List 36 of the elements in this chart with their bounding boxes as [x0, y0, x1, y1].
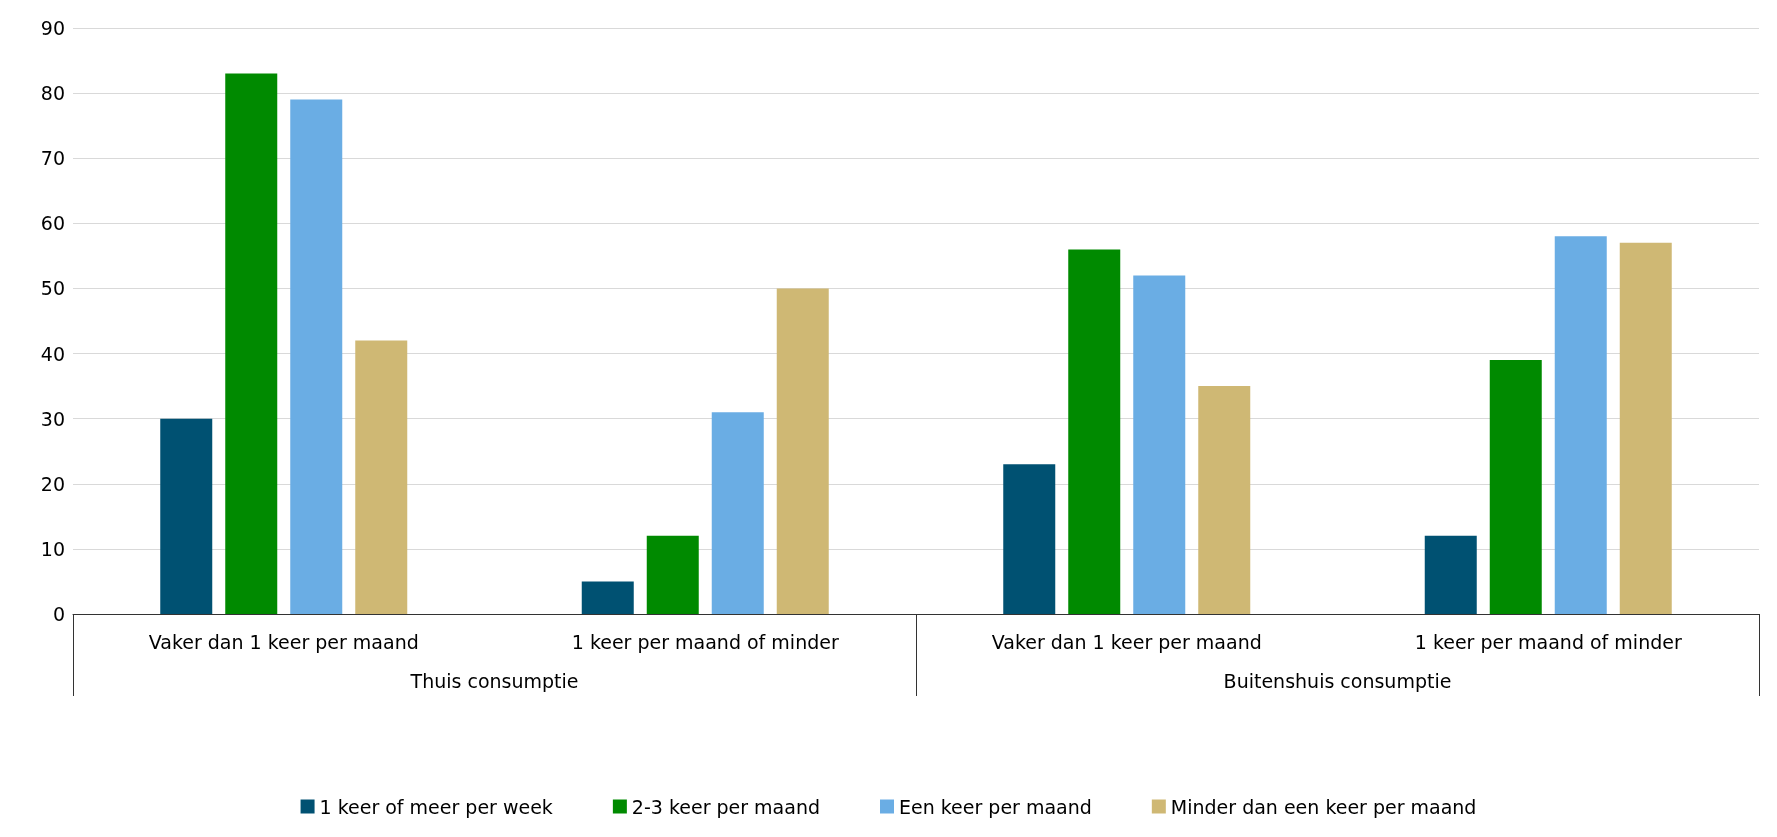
legend-label: Minder dan een keer per maand — [1170, 795, 1477, 818]
bar — [1133, 275, 1186, 614]
bar — [1198, 386, 1251, 614]
bar — [1554, 236, 1607, 614]
bar — [355, 340, 408, 614]
text: Buitenshuis consumptie — [1223, 669, 1452, 692]
y-tick-label: 0 — [52, 603, 65, 625]
y-tick-label: 10 — [40, 537, 65, 560]
bar — [290, 99, 343, 614]
y-tick-label: 40 — [40, 342, 65, 365]
bar — [1489, 360, 1542, 614]
bar — [646, 535, 699, 614]
y-tick-label: 30 — [40, 407, 65, 430]
x-tick-label: 1 keer per maand of minder — [1414, 630, 1682, 653]
y-tick-label: 20 — [40, 472, 65, 495]
x-tick-label: Vaker dan 1 keer per maand — [148, 630, 419, 653]
x-tick-label: 1 keer per maand of minder — [571, 630, 839, 653]
bar — [1619, 242, 1672, 614]
y-tick-label: 70 — [40, 147, 65, 170]
bar — [776, 288, 829, 614]
bar — [1424, 535, 1477, 614]
legend-label: Een keer per maand — [898, 795, 1092, 818]
bar — [160, 418, 213, 614]
x-tick-label: Vaker dan 1 keer per maand — [991, 630, 1262, 653]
bar — [1003, 464, 1056, 614]
text: Thuis consumptie — [409, 669, 579, 692]
y-tick-label: 50 — [40, 277, 65, 300]
legend-label: 2-3 keer per maand — [631, 795, 820, 818]
bar — [1068, 249, 1121, 614]
y-tick-label: 60 — [40, 212, 65, 235]
bar — [711, 412, 764, 614]
y-tick-label: 90 — [40, 17, 65, 39]
bar — [225, 73, 278, 614]
bar — [581, 581, 634, 614]
y-tick-label: 80 — [40, 82, 65, 105]
legend-label: 1 keer of meer per week — [319, 795, 553, 818]
